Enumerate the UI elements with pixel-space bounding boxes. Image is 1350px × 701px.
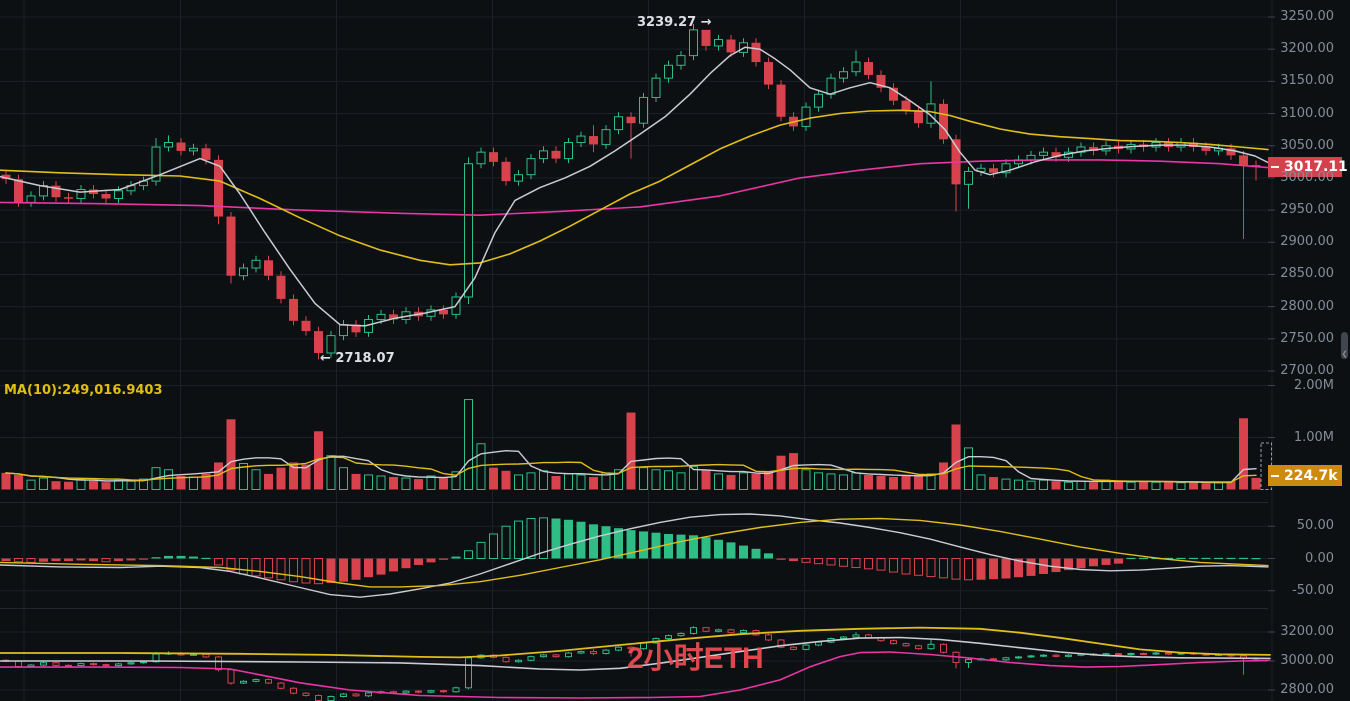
badge-tick-icon [1271,474,1279,477]
collapse-chevron-icon: ❮ [1341,350,1348,358]
last-price-value: 3017.11 [1284,159,1348,175]
volume-badge: 224.7k [1268,465,1342,486]
volume-badge-value: 224.7k [1284,467,1338,484]
scrollbar-thumb[interactable]: ❮ [1341,332,1348,359]
badge-tick-icon [1271,166,1279,168]
last-price-badge: 3017.11 [1268,157,1348,177]
